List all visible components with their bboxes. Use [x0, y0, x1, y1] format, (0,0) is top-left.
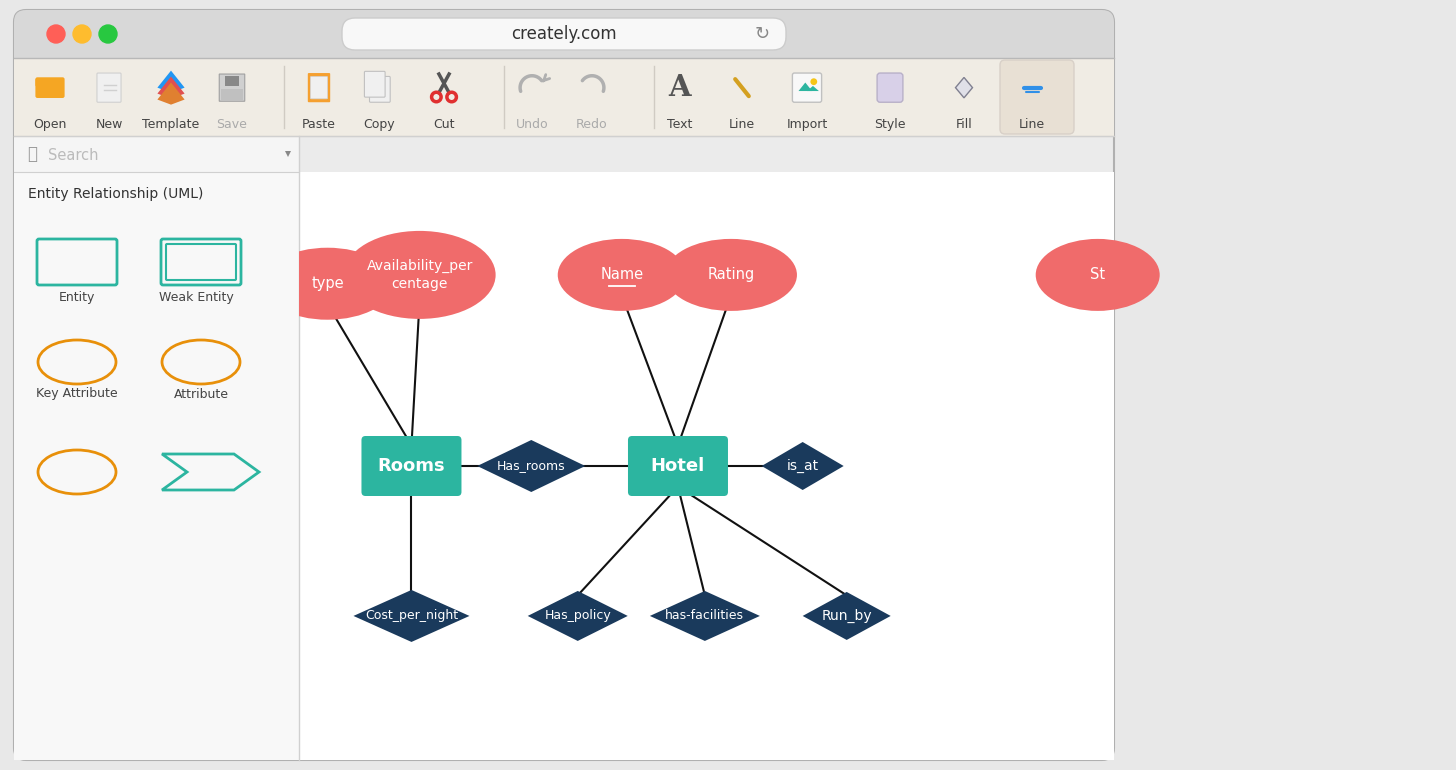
FancyBboxPatch shape	[364, 72, 384, 97]
FancyBboxPatch shape	[628, 436, 728, 496]
Text: Search: Search	[48, 148, 99, 162]
FancyBboxPatch shape	[370, 76, 390, 102]
FancyBboxPatch shape	[877, 73, 903, 102]
Text: ↻: ↻	[754, 25, 770, 43]
Bar	[221, 89, 243, 101]
Text: is_at: is_at	[786, 459, 818, 473]
Text: Cut: Cut	[434, 118, 454, 131]
Text: New: New	[95, 118, 122, 131]
Polygon shape	[285, 151, 291, 157]
Text: Cost_per_night: Cost_per_night	[365, 609, 459, 622]
Text: A: A	[668, 73, 692, 102]
Bar	[15, 34, 1114, 58]
Polygon shape	[157, 76, 185, 99]
Polygon shape	[157, 71, 185, 92]
Ellipse shape	[344, 231, 495, 319]
Bar	[298, 172, 1114, 760]
Polygon shape	[798, 82, 812, 91]
FancyBboxPatch shape	[310, 76, 328, 99]
Text: Style: Style	[874, 118, 906, 131]
Bar	[15, 58, 1114, 136]
FancyBboxPatch shape	[220, 74, 245, 101]
Text: creately.com: creately.com	[511, 25, 617, 43]
FancyBboxPatch shape	[15, 10, 1114, 58]
Ellipse shape	[665, 239, 796, 311]
Circle shape	[73, 25, 90, 43]
Text: Line: Line	[1019, 118, 1045, 131]
Text: has-facilities: has-facilities	[665, 609, 744, 622]
FancyBboxPatch shape	[342, 18, 786, 50]
Ellipse shape	[262, 248, 393, 320]
Text: Has_rooms: Has_rooms	[496, 460, 565, 473]
FancyBboxPatch shape	[35, 78, 51, 87]
Text: type: type	[312, 276, 344, 291]
Text: Template: Template	[143, 118, 199, 131]
Text: Run_by: Run_by	[821, 609, 872, 623]
Text: Name: Name	[600, 267, 644, 283]
Ellipse shape	[1035, 239, 1159, 311]
Text: Weak Entity: Weak Entity	[159, 292, 233, 304]
Text: Paste: Paste	[301, 118, 336, 131]
Text: Has_policy: Has_policy	[545, 609, 612, 622]
Polygon shape	[649, 591, 760, 641]
FancyBboxPatch shape	[792, 73, 821, 102]
Text: St: St	[1091, 267, 1105, 283]
Text: Rating: Rating	[708, 267, 754, 283]
Text: Import: Import	[786, 118, 827, 131]
Text: Line: Line	[729, 118, 756, 131]
Circle shape	[99, 25, 116, 43]
Circle shape	[811, 79, 817, 85]
Polygon shape	[157, 82, 185, 105]
Polygon shape	[354, 590, 469, 642]
Polygon shape	[807, 86, 818, 91]
Bar	[15, 172, 298, 760]
Text: ⌕: ⌕	[28, 145, 36, 163]
Text: Entity: Entity	[58, 292, 95, 304]
Polygon shape	[478, 440, 585, 492]
Text: Open: Open	[33, 118, 67, 131]
Text: Redo: Redo	[577, 118, 607, 131]
FancyBboxPatch shape	[307, 73, 331, 102]
Polygon shape	[955, 78, 973, 98]
FancyBboxPatch shape	[98, 73, 121, 102]
FancyBboxPatch shape	[361, 436, 462, 496]
Text: Copy: Copy	[363, 118, 395, 131]
Text: Hotel: Hotel	[651, 457, 705, 475]
Text: Fill: Fill	[955, 118, 973, 131]
Text: Rooms: Rooms	[377, 457, 446, 475]
Bar	[226, 75, 239, 86]
Ellipse shape	[558, 239, 686, 311]
Text: Attribute: Attribute	[173, 387, 229, 400]
FancyBboxPatch shape	[1000, 60, 1075, 134]
FancyBboxPatch shape	[15, 10, 1114, 760]
Circle shape	[47, 25, 66, 43]
Text: Text: Text	[667, 118, 693, 131]
Bar	[15, 136, 298, 172]
Text: Key Attribute: Key Attribute	[36, 387, 118, 400]
Polygon shape	[527, 591, 628, 641]
Text: Entity Relationship (UML): Entity Relationship (UML)	[28, 187, 204, 201]
Polygon shape	[761, 442, 843, 490]
Text: Save: Save	[217, 118, 248, 131]
Text: Undo: Undo	[515, 118, 549, 131]
FancyBboxPatch shape	[35, 77, 64, 98]
Text: Availability_per
centage: Availability_per centage	[367, 259, 473, 290]
Polygon shape	[802, 592, 891, 640]
